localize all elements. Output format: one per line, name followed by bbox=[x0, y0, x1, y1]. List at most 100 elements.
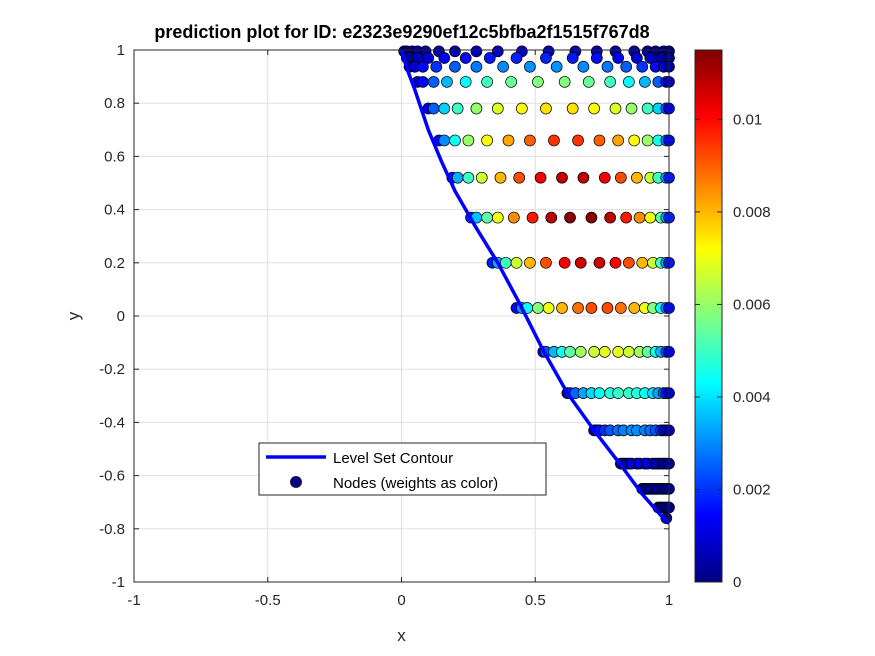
node-point-r7-4 bbox=[507, 211, 520, 224]
node-point-r8-9 bbox=[609, 256, 622, 269]
node-point-r1-4 bbox=[438, 52, 451, 64]
node-markers bbox=[398, 45, 675, 525]
node-point-r4-1 bbox=[427, 102, 440, 115]
node-point-r2-2 bbox=[417, 60, 429, 73]
node-point-r2-9 bbox=[577, 60, 590, 73]
node-point-r0-7 bbox=[470, 45, 483, 58]
colorbar-tick-label-5: 0.01 bbox=[733, 111, 762, 128]
node-point-r2-11 bbox=[620, 60, 633, 73]
node-point-r7-12 bbox=[644, 211, 657, 224]
node-point-r9-9 bbox=[614, 302, 627, 314]
node-point-r10-5 bbox=[574, 346, 587, 358]
node-point-r8-11 bbox=[636, 256, 649, 269]
y-tick-label-8: 0.6 bbox=[104, 148, 125, 165]
node-point-r5-12 bbox=[641, 134, 654, 147]
y-axis-label: y bbox=[64, 311, 83, 320]
node-point-r1-11 bbox=[612, 52, 625, 64]
node-point-r6-11 bbox=[631, 171, 643, 184]
node-point-r6-9 bbox=[598, 171, 611, 184]
node-point-r3-6 bbox=[505, 76, 518, 88]
node-point-r10-7 bbox=[598, 346, 611, 358]
node-point-r1-7 bbox=[510, 52, 523, 64]
chart-title: prediction plot for ID: e2323e9290ef12c5… bbox=[154, 22, 649, 42]
node-point-r4-6 bbox=[516, 102, 528, 115]
y-tick-label-10: 1 bbox=[117, 42, 125, 59]
node-point-r5-8 bbox=[572, 134, 584, 147]
y-tick-label-1: -0.8 bbox=[99, 521, 125, 538]
node-point-r6-6 bbox=[534, 171, 547, 184]
node-point-r3-2 bbox=[427, 76, 440, 88]
y-axis-ticks: -1 -0.8 -0.6 -0.4 -0.2 0 0.2 0.4 0.6 0.8 1 bbox=[99, 42, 669, 591]
node-point-r5-1 bbox=[438, 134, 451, 147]
node-point-r4-12 bbox=[641, 102, 654, 115]
node-point-r1-10 bbox=[590, 52, 603, 64]
node-point-r3-10 bbox=[604, 76, 617, 88]
legend-marker-sample bbox=[290, 476, 302, 488]
node-point-r4-9 bbox=[588, 102, 600, 115]
node-point-r9-6 bbox=[572, 302, 584, 314]
x-axis-ticks: -1 -0.5 0 0.5 1 bbox=[127, 50, 673, 609]
colorbar-tick-label-0: 0 bbox=[733, 574, 741, 591]
node-point-r9-3 bbox=[532, 302, 544, 314]
y-tick-label-3: -0.4 bbox=[99, 414, 125, 431]
node-point-r7-8 bbox=[585, 211, 598, 224]
node-point-r3-5 bbox=[481, 76, 493, 88]
node-point-r1-5 bbox=[459, 52, 472, 64]
node-point-r8-2 bbox=[499, 256, 512, 269]
legend-entry-nodes: Nodes (weights as color) bbox=[333, 475, 498, 492]
node-point-r7-7 bbox=[564, 211, 576, 224]
y-tick-label-2: -0.6 bbox=[99, 468, 125, 485]
legend: Level Set Contour Nodes (weights as colo… bbox=[258, 442, 547, 496]
x-tick-label-4: 1 bbox=[665, 592, 673, 609]
node-point-r4-8 bbox=[566, 102, 579, 115]
x-tick-label-0: -1 bbox=[127, 592, 140, 609]
y-tick-label-9: 0.8 bbox=[104, 95, 125, 112]
node-point-r3-3 bbox=[441, 76, 453, 88]
node-point-r2-10 bbox=[601, 60, 614, 73]
node-point-r5-11 bbox=[628, 134, 641, 147]
colorbar-tick-label-1: 0.002 bbox=[733, 481, 771, 498]
node-point-r6-2 bbox=[462, 171, 475, 184]
node-point-r3-1 bbox=[417, 76, 429, 88]
x-tick-label-3: 0.5 bbox=[525, 592, 546, 609]
node-point-r6-7 bbox=[556, 171, 568, 184]
node-point-r3-12 bbox=[639, 76, 651, 88]
node-point-r8-4 bbox=[524, 256, 536, 269]
node-point-r6-10 bbox=[614, 171, 627, 184]
node-point-r1-3 bbox=[422, 52, 435, 64]
node-point-r2-12 bbox=[636, 60, 649, 73]
node-point-r6-1 bbox=[451, 171, 464, 184]
node-point-r8-7 bbox=[574, 256, 587, 269]
node-point-r7-9 bbox=[604, 211, 617, 224]
node-point-r11-7 bbox=[612, 387, 625, 399]
node-point-r2-3 bbox=[430, 60, 443, 73]
node-point-r5-5 bbox=[502, 134, 515, 147]
node-point-r2-8 bbox=[550, 60, 563, 73]
node-point-r4-10 bbox=[609, 102, 622, 115]
node-point-r8-8 bbox=[593, 256, 606, 269]
colorbar-tick-label-2: 0.004 bbox=[733, 389, 771, 406]
node-point-r7-2 bbox=[481, 211, 493, 224]
node-point-r8-6 bbox=[558, 256, 571, 269]
node-point-r11-5 bbox=[593, 387, 606, 399]
colorbar-ticks: 0 0.002 0.004 0.006 0.008 0.01 bbox=[695, 111, 771, 591]
y-tick-label-7: 0.4 bbox=[104, 202, 125, 219]
node-point-r8-10 bbox=[623, 256, 635, 269]
node-point-r1-12 bbox=[631, 52, 643, 64]
node-point-r7-3 bbox=[491, 211, 504, 224]
x-tick-label-2: 0 bbox=[397, 592, 405, 609]
node-point-r9-7 bbox=[585, 302, 598, 314]
node-point-r5-3 bbox=[462, 134, 475, 147]
node-point-r3-8 bbox=[558, 76, 571, 88]
node-point-r9-4 bbox=[542, 302, 555, 314]
y-tick-label-6: 0.2 bbox=[104, 255, 125, 272]
node-point-r3-4 bbox=[459, 76, 472, 88]
node-point-r0-6 bbox=[449, 45, 461, 58]
y-tick-label-5: 0 bbox=[117, 308, 125, 325]
node-point-r1-6 bbox=[483, 52, 496, 64]
y-tick-label-0: -1 bbox=[112, 574, 125, 591]
colorbar-tick-label-3: 0.006 bbox=[733, 296, 771, 313]
colorbar bbox=[694, 49, 723, 583]
node-point-r8-3 bbox=[510, 256, 523, 269]
